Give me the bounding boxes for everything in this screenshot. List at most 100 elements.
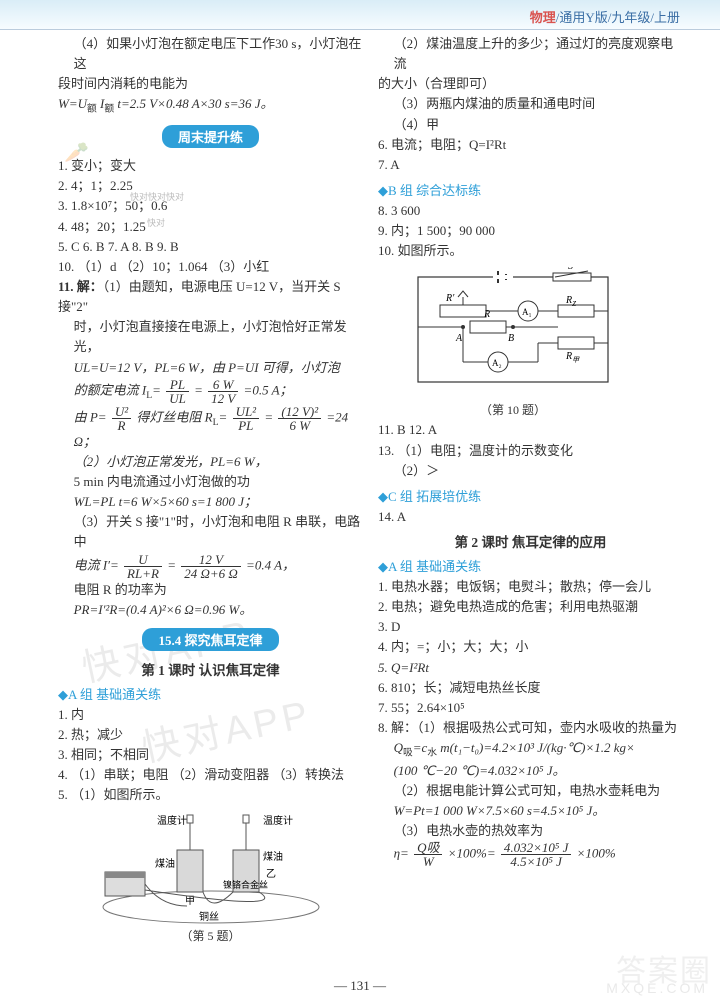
l-ga2: 2. 热；减少	[58, 725, 363, 745]
r-a4: 4. 内；=；小；大；大；小	[378, 637, 683, 657]
l-a4: 4. 48；20；1.25	[58, 217, 363, 237]
figure-q5: 温度计 煤油 甲 温度计 煤油 乙 镍铬合金丝 铜丝	[91, 812, 331, 927]
fig5-cup-r: 乙	[266, 868, 276, 880]
l-sol3b-end: =0.4 A，	[246, 557, 295, 572]
l-sol1b: 时，小灯泡直接接在电源上，小灯泡恰好正常发光，	[58, 317, 363, 357]
circ-A1: A₁	[522, 307, 532, 317]
section-chip-weekend: 周末提升练	[162, 125, 259, 148]
l-sol3d: PR=I′²R=(0.4 A)²×6 Ω=0.96 W。	[58, 600, 363, 620]
r-b4: 11. B 12. A	[378, 420, 683, 440]
l-sol3b-num: U	[124, 553, 162, 567]
l-sol2a: （2）小灯泡正常发光，PL=6 W，	[58, 452, 363, 472]
l-sol2b: 5 min 内电流通过小灯泡做的功	[58, 472, 363, 492]
l-ga3: 3. 相同；不相同	[58, 745, 363, 765]
l-sol3b-pre: 电流 I′=	[74, 557, 119, 572]
r-c1: 14. A	[378, 507, 683, 527]
fig5-copper: 铜丝	[199, 911, 219, 923]
fig5-nichrome: 镍铬合金丝	[223, 879, 268, 890]
circ-B: B	[508, 333, 514, 344]
l-p2: 段时间内消耗的电能为	[58, 74, 363, 94]
r-b3: 10. 如图所示。	[378, 241, 683, 261]
l-sol3b: 电流 I′= URL+R = 12 V24 Ω+6 Ω =0.4 A，	[58, 553, 363, 580]
l-sol1d-den2: 12 V	[208, 392, 238, 405]
r-a3: 3. D	[378, 617, 683, 637]
fig5-caption: （第 5 题）	[58, 927, 363, 944]
group-c-label: ◆C 组 拓展培优练	[378, 486, 683, 505]
l-sol1d-den: UL	[166, 392, 189, 405]
r-a8e: W=Pt=1 000 W×7.5×60 s=4.5×10⁵ J。	[378, 801, 683, 821]
l-sol1d-num2: 6 W	[208, 378, 238, 392]
r-b5: 13. （1）电阻；温度计的示数变化	[378, 441, 683, 461]
r-p6: 7. A	[378, 155, 683, 175]
r-a8b-sub: 吸	[403, 748, 413, 759]
l-sol3b-num2: 12 V	[181, 553, 241, 567]
r-b1: 8. 3 600	[378, 201, 683, 221]
l-sol1d-frac2: 6 W12 V	[208, 378, 238, 405]
page-number: — 131 —	[0, 978, 720, 994]
group-b-label: ◆B 组 综合达标练	[378, 180, 683, 199]
l-sol1d-eq: =	[152, 382, 161, 397]
r-a7: 7. 55；2.64×10⁵	[378, 698, 683, 718]
r-a8b-sub2: 水	[427, 748, 437, 759]
l-p3c: t=2.5 V×0.48 A×30 s=36 J。	[114, 96, 273, 111]
l-sol-head: 11. 解：（1）由题知，电源电压 U=12 V，当开关 S 接"2"	[58, 277, 363, 317]
r-p2: 的大小（合理即可）	[378, 74, 683, 94]
r-a8g-mid: ×100%=	[448, 846, 496, 861]
group-a-label: ◆A 组 基础通关练	[58, 684, 363, 703]
r-b2: 9. 内；1 500；90 000	[378, 221, 683, 241]
r-a8b-pre: Q	[394, 740, 403, 755]
r-p5: 6. 电流；电阻；Q=I²Rt	[378, 135, 683, 155]
l-sol1e-den3: 6 W	[278, 419, 321, 432]
l-sol2c: WL=PL t=6 W×5×60 s=1 800 J；	[58, 492, 363, 512]
r-p3: （3）两瓶内煤油的质量和通电时间	[378, 94, 683, 114]
r-a8b-mid2: m(t₁−t₀)=4.2×10³ J/(kg·℃)×1.2 kg×	[437, 740, 635, 755]
fig5-thermo-r: 温度计	[263, 814, 293, 827]
l-sol-head-b: 11. 解：	[58, 279, 103, 294]
header-rest: /通用Y版/九年级/上册	[556, 10, 680, 25]
circ-A2: A₂	[492, 358, 502, 368]
l-sol1d-eq2: =	[194, 382, 203, 397]
r-a8a: 8. 解：（1）根据吸热公式可知，壶内水吸收的热量为	[378, 718, 683, 738]
l-sol1e-num3: (12 V)²	[278, 405, 321, 419]
l-sol1e: 由 P= U²R 得灯丝电阻 RL= UL²PL = (12 V)²6 W =2…	[58, 405, 363, 452]
circ-R1: R′	[445, 293, 455, 304]
chip-wrap-2: 15.4 探究焦耳定律	[58, 624, 363, 655]
l-sol1d-end: =0.5 A；	[244, 382, 293, 397]
l-sol3b-frac2: 12 V24 Ω+6 Ω	[181, 553, 241, 580]
r-a6: 6. 810；长；减短电热丝长度	[378, 678, 683, 698]
l-p1: （4）如果小灯泡在额定电压下工作30 s，小灯泡在这	[58, 34, 363, 74]
l-a3: 3. 1.8×10⁷；50；0.6	[58, 196, 363, 216]
l-sol1e-eq2: =	[264, 409, 273, 424]
l-ga1: 1. 内	[58, 705, 363, 725]
r-a5: 5. Q=I²Rt	[378, 658, 683, 678]
header-title: 物理/通用Y版/九年级/上册	[530, 7, 680, 26]
l-sol1e-frac1: U²R	[112, 405, 131, 432]
l-sol1d-frac1: PLUL	[166, 378, 189, 405]
l-ga5: 5. （1）如图所示。	[58, 785, 363, 805]
r-a8g-den2: 4.5×10⁵ J	[501, 855, 572, 868]
l-sol3b-den2: 24 Ω+6 Ω	[181, 567, 241, 580]
l-sol1e-frac3: (12 V)²6 W	[278, 405, 321, 432]
r-a8c: (100 ℃−20 ℃)=4.032×10⁵ J。	[378, 761, 683, 781]
r-a1: 1. 电热水器；电饭锅；电熨斗；散热；停一会儿	[378, 577, 683, 597]
r-a8g-end: ×100%	[577, 846, 616, 861]
subheading-lesson2: 第 2 课时 焦耳定律的应用	[378, 531, 683, 551]
l-sol3b-frac1: URL+R	[124, 553, 162, 580]
l-sol1e-frac2: UL²PL	[233, 405, 260, 432]
r-a8g-den: W	[414, 855, 442, 868]
l-a5: 5. C 6. B 7. A 8. B 9. B	[58, 237, 363, 257]
l-a2: 2. 4；1；2.25	[58, 176, 363, 196]
group-a2-label: ◆A 组 基础通关练	[378, 556, 683, 575]
r-a8g-pre: η=	[394, 846, 409, 861]
circ-A: A	[455, 333, 463, 344]
r-b6: （2）＞	[378, 461, 683, 481]
fig5-kero-l: 煤油	[155, 857, 175, 870]
r-a8b-mid: =c	[413, 740, 428, 755]
section-chip-15-4: 15.4 探究焦耳定律	[142, 628, 278, 651]
l-a6: 10. （1）d （2）10；1.064 （3）小红	[58, 257, 363, 277]
r-a8g-frac2: 4.032×10⁵ J4.5×10⁵ J	[501, 841, 572, 868]
l-sol3b-den: RL+R	[124, 567, 162, 580]
r-a8g-frac1: Q吸W	[414, 841, 442, 868]
chip-wrap-1: 周末提升练	[58, 121, 363, 152]
fig5-cup-l: 甲	[185, 896, 195, 907]
